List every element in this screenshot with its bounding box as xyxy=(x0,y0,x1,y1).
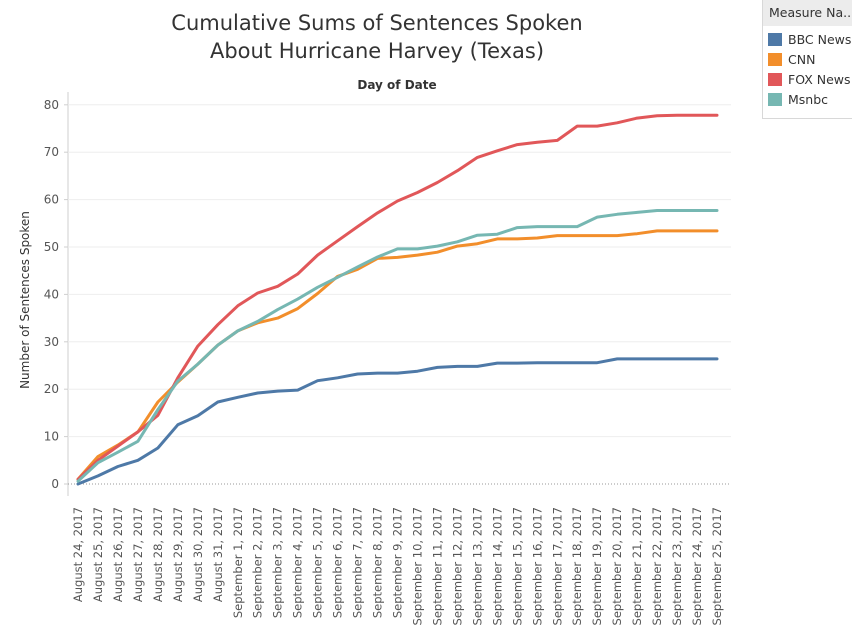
legend-swatch-cnn xyxy=(768,52,782,66)
x-tick-label: August 28, 2017 xyxy=(151,507,165,602)
x-tick-label: August 25, 2017 xyxy=(91,507,105,602)
x-tick-label: September 23, 2017 xyxy=(670,507,684,625)
x-tick-label: September 6, 2017 xyxy=(331,507,345,618)
y-tick-label: 20 xyxy=(44,382,59,396)
legend-item-cnn[interactable]: CNN xyxy=(763,49,852,69)
x-tick-label: September 18, 2017 xyxy=(570,507,584,625)
x-tick-label: September 13, 2017 xyxy=(470,507,484,625)
x-tick-label: September 9, 2017 xyxy=(391,507,405,618)
x-tick-label: August 30, 2017 xyxy=(191,507,205,602)
chart-title-line-1: Cumulative Sums of Sentences Spoken xyxy=(171,11,582,35)
gridlines xyxy=(64,92,731,496)
legend-swatch-bbc-news xyxy=(768,32,782,46)
legend-label: BBC News xyxy=(788,31,852,47)
x-axis-ticks: August 24, 2017 August 25, 2017 August 26,… xyxy=(71,507,724,625)
x-tick-label: September 4, 2017 xyxy=(291,507,305,618)
x-tick-label: September 17, 2017 xyxy=(550,507,564,625)
legend-item-bbc-news[interactable]: BBC News xyxy=(763,29,852,49)
y-tick-label: 80 xyxy=(44,98,59,112)
x-tick-label: September 8, 2017 xyxy=(371,507,385,618)
x-tick-label: September 2, 2017 xyxy=(251,507,265,618)
x-tick-label: September 22, 2017 xyxy=(650,507,664,625)
x-tick-label: September 21, 2017 xyxy=(630,507,644,625)
y-tick-label: 0 xyxy=(51,477,59,491)
series-line-cnn[interactable] xyxy=(76,229,719,481)
x-axis-header: Day of Date xyxy=(357,78,436,92)
y-axis-ticks: 0 10 20 30 40 50 60 70 80 xyxy=(44,98,59,491)
x-tick-label: September 1, 2017 xyxy=(231,507,245,618)
chart-title-line-2: About Hurricane Harvey (Texas) xyxy=(210,39,544,63)
x-tick-label: September 5, 2017 xyxy=(311,507,325,618)
y-tick-label: 60 xyxy=(44,193,59,207)
x-tick-label: September 15, 2017 xyxy=(510,507,524,625)
x-tick-label: September 25, 2017 xyxy=(710,507,724,625)
series-line-msnbc[interactable] xyxy=(76,209,719,483)
y-tick-label: 70 xyxy=(44,145,59,159)
x-tick-label: September 19, 2017 xyxy=(590,507,604,625)
y-tick-label: 40 xyxy=(44,287,59,301)
x-tick-label: September 16, 2017 xyxy=(530,507,544,625)
y-axis-label: Number of Sentences Spoken xyxy=(18,211,32,389)
x-tick-label: August 24, 2017 xyxy=(71,507,85,602)
x-tick-label: August 27, 2017 xyxy=(131,507,145,602)
legend-items: BBC News CNN FOX News Msnbc xyxy=(763,26,852,109)
series-line-bbc-news[interactable] xyxy=(76,357,719,486)
x-tick-label: August 29, 2017 xyxy=(171,507,185,602)
x-tick-label: September 7, 2017 xyxy=(351,507,365,618)
y-tick-label: 30 xyxy=(44,335,59,349)
legend: Measure Na... BBC News CNN FOX News Msnb… xyxy=(762,0,852,119)
x-tick-label: September 3, 2017 xyxy=(271,507,285,618)
x-tick-label: September 20, 2017 xyxy=(610,507,624,625)
y-tick-label: 10 xyxy=(44,430,59,444)
legend-label: Msnbc xyxy=(788,91,829,107)
series-lines xyxy=(76,113,719,486)
series-line-fox-news[interactable] xyxy=(76,113,719,481)
x-tick-label: September 24, 2017 xyxy=(690,507,704,625)
legend-swatch-fox-news xyxy=(768,72,782,86)
x-tick-label: September 12, 2017 xyxy=(450,507,464,625)
legend-item-msnbc[interactable]: Msnbc xyxy=(763,89,852,109)
x-tick-label: August 31, 2017 xyxy=(211,507,225,602)
legend-title[interactable]: Measure Na... xyxy=(763,0,852,26)
legend-label: FOX News xyxy=(788,71,851,87)
legend-label: CNN xyxy=(788,51,816,67)
x-tick-label: September 10, 2017 xyxy=(411,507,425,625)
x-tick-label: September 14, 2017 xyxy=(490,507,504,625)
legend-swatch-msnbc xyxy=(768,92,782,106)
x-tick-label: September 11, 2017 xyxy=(430,507,444,625)
legend-item-fox-news[interactable]: FOX News xyxy=(763,69,852,89)
x-tick-label: August 26, 2017 xyxy=(111,507,125,602)
y-tick-label: 50 xyxy=(44,240,59,254)
